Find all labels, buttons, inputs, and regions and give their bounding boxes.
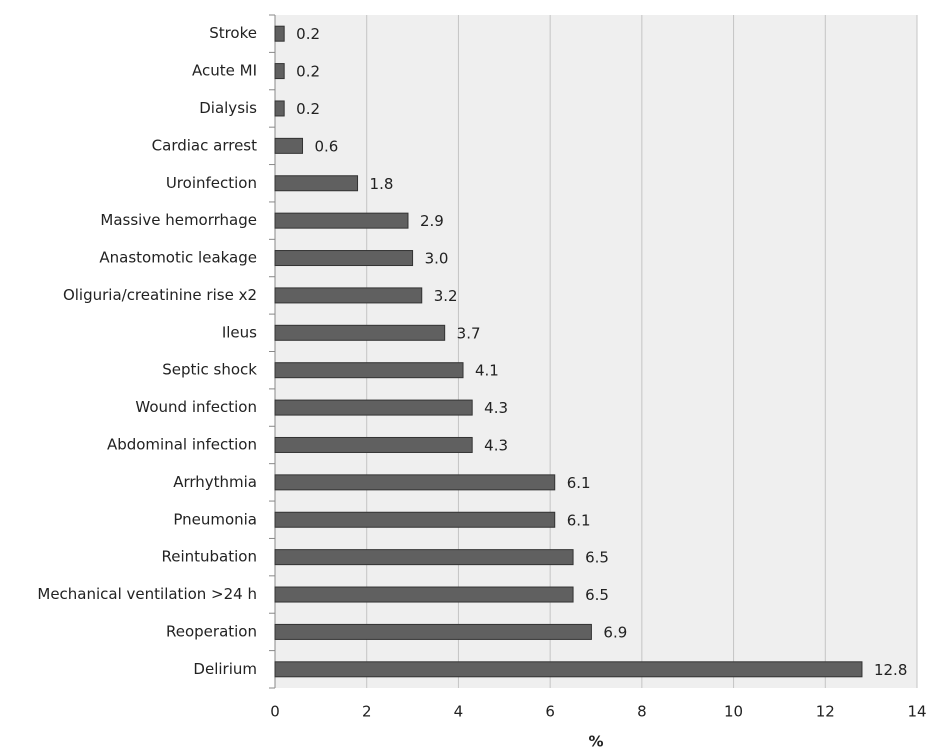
- value-label: 6.5: [585, 586, 609, 604]
- bar: [274, 549, 574, 566]
- value-label: 3.0: [425, 250, 449, 268]
- bar: [274, 436, 473, 453]
- value-label: 6.9: [603, 623, 627, 641]
- y-tick-label: Wound infection: [135, 398, 257, 416]
- x-tick-label: 12: [816, 703, 835, 721]
- bar: [274, 661, 863, 678]
- bar: [274, 100, 285, 117]
- x-tick-label: 10: [724, 703, 743, 721]
- value-label: 4.3: [484, 399, 508, 417]
- value-label: 1.8: [370, 175, 394, 193]
- bar: [274, 324, 446, 341]
- bar: [274, 623, 592, 640]
- value-label: 12.8: [874, 661, 907, 679]
- plot-area: [275, 15, 917, 688]
- bar: [274, 175, 359, 192]
- bar: [274, 25, 285, 42]
- value-label: 2.9: [420, 212, 444, 230]
- y-tick-label: Arrhythmia: [173, 473, 257, 491]
- y-tick-label: Stroke: [209, 24, 257, 42]
- value-label: 3.7: [457, 324, 481, 342]
- value-label: 6.1: [567, 474, 591, 492]
- bar: [274, 287, 423, 304]
- value-label: 4.3: [484, 436, 508, 454]
- x-tick-label: 6: [545, 703, 555, 721]
- value-label: 4.1: [475, 362, 499, 380]
- y-tick-label: Anastomotic leakage: [99, 249, 257, 267]
- bar: [274, 250, 414, 267]
- x-tick-label: 0: [270, 703, 280, 721]
- y-tick-label: Uroinfection: [166, 174, 257, 192]
- bar: [274, 63, 285, 80]
- y-tick-label: Mechanical ventilation >24 h: [37, 585, 257, 603]
- y-tick-label: Massive hemorrhage: [100, 211, 257, 229]
- value-label: 0.2: [296, 25, 320, 43]
- bar: [274, 511, 556, 528]
- x-tick-label: 14: [907, 703, 926, 721]
- value-label: 3.2: [434, 287, 458, 305]
- y-tick-label: Acute MI: [192, 62, 257, 80]
- y-tick-label: Ileus: [222, 323, 257, 341]
- y-tick-label: Reoperation: [166, 622, 257, 640]
- value-label: 0.2: [296, 100, 320, 118]
- y-tick-label: Cardiac arrest: [152, 136, 257, 154]
- bar: [274, 399, 473, 416]
- value-label: 6.5: [585, 549, 609, 567]
- x-tick-label: 8: [637, 703, 647, 721]
- x-axis-label: %: [588, 733, 603, 751]
- x-tick-label: 2: [362, 703, 372, 721]
- y-tick-label: Septic shock: [162, 361, 257, 379]
- x-tick-label: 4: [454, 703, 464, 721]
- y-tick-label: Abdominal infection: [107, 435, 257, 453]
- value-label: 0.6: [315, 137, 339, 155]
- y-tick-label: Pneumonia: [173, 510, 257, 528]
- bar: [274, 362, 464, 379]
- bar: [274, 137, 304, 154]
- value-label: 6.1: [567, 511, 591, 529]
- y-tick-label: Delirium: [193, 660, 257, 678]
- value-label: 0.2: [296, 63, 320, 81]
- y-tick-label: Reintubation: [162, 548, 258, 566]
- bar: [274, 212, 409, 229]
- bar: [274, 474, 556, 491]
- y-tick-label: Dialysis: [199, 99, 257, 117]
- y-tick-label: Oliguria/creatinine rise x2: [63, 286, 257, 304]
- bar: [274, 586, 574, 603]
